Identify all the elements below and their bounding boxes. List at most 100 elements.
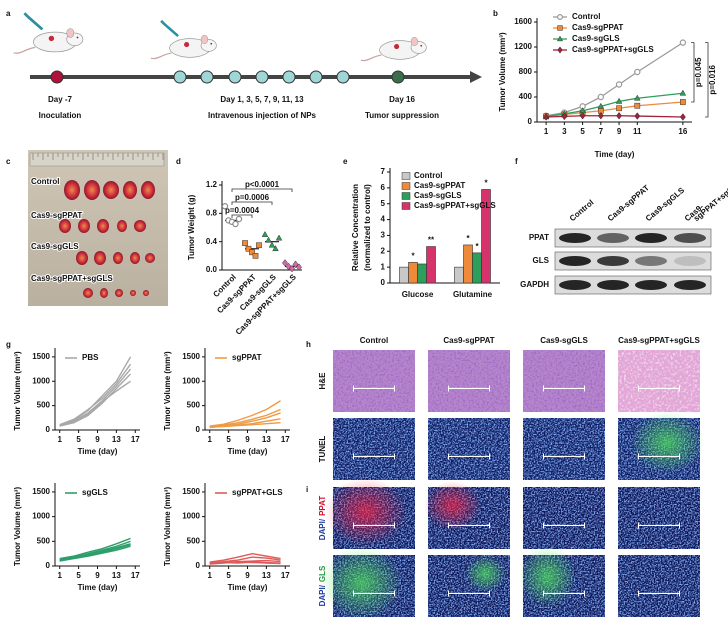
marker bbox=[292, 260, 299, 269]
syringe bbox=[160, 19, 179, 38]
micrograph-texture bbox=[618, 487, 700, 549]
blot-row-label: PPAT bbox=[529, 233, 549, 242]
photo-row-label: Control bbox=[31, 177, 59, 186]
x-tick-label: Glutamine bbox=[453, 290, 493, 299]
significance: * bbox=[484, 179, 488, 188]
legend-swatch bbox=[401, 182, 411, 190]
tumor bbox=[94, 251, 106, 265]
y-tick-label: 6 bbox=[381, 183, 386, 192]
legend-label: Cas9-sgGLS bbox=[572, 34, 620, 43]
annotation: p=0.0004 bbox=[225, 206, 260, 215]
y-axis-label: Tumor Volume (mm³) bbox=[163, 487, 172, 567]
x-tick-label: 13 bbox=[262, 435, 271, 444]
timeline-dot bbox=[282, 70, 296, 84]
y-tick-label: 500 bbox=[37, 401, 51, 410]
y-tick-label: 0 bbox=[196, 425, 201, 434]
y-tick-label: 1000 bbox=[182, 512, 200, 521]
mouse-eye bbox=[76, 36, 79, 39]
x-axis-label: Time (day) bbox=[78, 447, 118, 456]
marker bbox=[615, 81, 623, 88]
tumor bbox=[141, 181, 155, 199]
x-tick-label: 13 bbox=[112, 435, 121, 444]
legend-label: Cas9-sgPPAT+sgGLS bbox=[572, 45, 654, 54]
mouse-icon bbox=[360, 36, 427, 62]
tumor bbox=[64, 180, 80, 200]
y-tick-label: 0.8 bbox=[206, 208, 218, 217]
blot-band bbox=[674, 256, 706, 266]
tumor bbox=[84, 180, 100, 200]
mouse-ear bbox=[410, 36, 419, 47]
panel-letter: c bbox=[6, 157, 11, 166]
marker bbox=[245, 245, 252, 252]
significance: * bbox=[411, 251, 415, 260]
x-tick-label: 13 bbox=[112, 571, 121, 580]
marker bbox=[272, 245, 279, 252]
legend-label: sgGLS bbox=[82, 488, 108, 497]
bar bbox=[399, 266, 409, 284]
marker bbox=[634, 68, 641, 76]
marker bbox=[679, 89, 687, 96]
x-tick-label: 5 bbox=[580, 127, 585, 136]
mouse-ear bbox=[200, 34, 209, 45]
significance: * bbox=[466, 234, 470, 243]
histology-column-label: Cas9-sgPPAT bbox=[443, 336, 494, 345]
bar bbox=[472, 252, 482, 284]
x-tick-label: 17 bbox=[281, 435, 290, 444]
timeline-dot bbox=[50, 70, 64, 84]
x-tick-label: 1 bbox=[207, 571, 212, 580]
y-tick-label: 1.2 bbox=[206, 180, 218, 189]
marker bbox=[268, 241, 276, 248]
mouse-line bbox=[209, 421, 281, 428]
blot-row-label: GLS bbox=[533, 256, 550, 265]
marker bbox=[597, 111, 604, 120]
ruler bbox=[29, 152, 165, 167]
blot-row-label: GAPDH bbox=[520, 280, 549, 289]
marker bbox=[252, 252, 259, 259]
histology-row-label: H&E bbox=[318, 372, 327, 390]
blot-band bbox=[674, 280, 706, 290]
micrograph-signal bbox=[423, 480, 482, 531]
x-tick-label: 17 bbox=[131, 571, 140, 580]
photo-row-label: Cas9-sgPPAT bbox=[31, 211, 82, 220]
timeline-label: Tumor suppression bbox=[365, 111, 439, 120]
x-tick-label: 17 bbox=[131, 435, 140, 444]
x-tick-label: 5 bbox=[76, 435, 81, 444]
timeline-dot bbox=[200, 70, 214, 84]
micrograph-signal bbox=[320, 545, 403, 621]
bar bbox=[408, 262, 418, 284]
timeline-dot bbox=[391, 70, 405, 84]
y-tick-label: 1600 bbox=[514, 17, 532, 26]
marker bbox=[282, 259, 288, 267]
blot-band bbox=[674, 233, 706, 243]
bracket bbox=[231, 201, 273, 205]
x-axis-label: Time (day) bbox=[595, 150, 635, 159]
y-axis-label: Tumor Volume (mm³) bbox=[498, 32, 507, 112]
marker bbox=[265, 236, 272, 243]
y-tick-label: 4 bbox=[381, 215, 386, 224]
micrograph-texture bbox=[618, 555, 700, 617]
tumor bbox=[130, 252, 140, 264]
legend-label: Control bbox=[572, 12, 600, 21]
mouse-eye bbox=[210, 42, 213, 45]
legend-marker bbox=[556, 35, 564, 42]
x-axis-label: Time (day) bbox=[228, 447, 268, 456]
tumor bbox=[103, 181, 119, 199]
photo-row-label: Cas9-sgPPAT+sgGLS bbox=[31, 274, 113, 283]
annotation: p=0.045 bbox=[694, 57, 703, 87]
micrograph-texture bbox=[428, 418, 510, 480]
series-line bbox=[546, 92, 683, 118]
legend-swatch bbox=[401, 202, 411, 210]
legend-swatch bbox=[401, 192, 411, 200]
micrograph-texture bbox=[428, 350, 510, 412]
y-axis-label: (normalized to control) bbox=[363, 184, 372, 271]
panel-letter: g bbox=[6, 340, 11, 349]
y-tick-label: 0.0 bbox=[206, 265, 218, 274]
y-tick-label: 1000 bbox=[182, 376, 200, 385]
legend-label: sgPPAT+GLS bbox=[232, 488, 283, 497]
x-tick-label: 9 bbox=[95, 435, 100, 444]
marker bbox=[679, 39, 687, 46]
legend-marker bbox=[557, 46, 563, 54]
micrograph-texture bbox=[618, 350, 700, 412]
mouse-line bbox=[59, 380, 131, 427]
marker bbox=[597, 102, 605, 109]
